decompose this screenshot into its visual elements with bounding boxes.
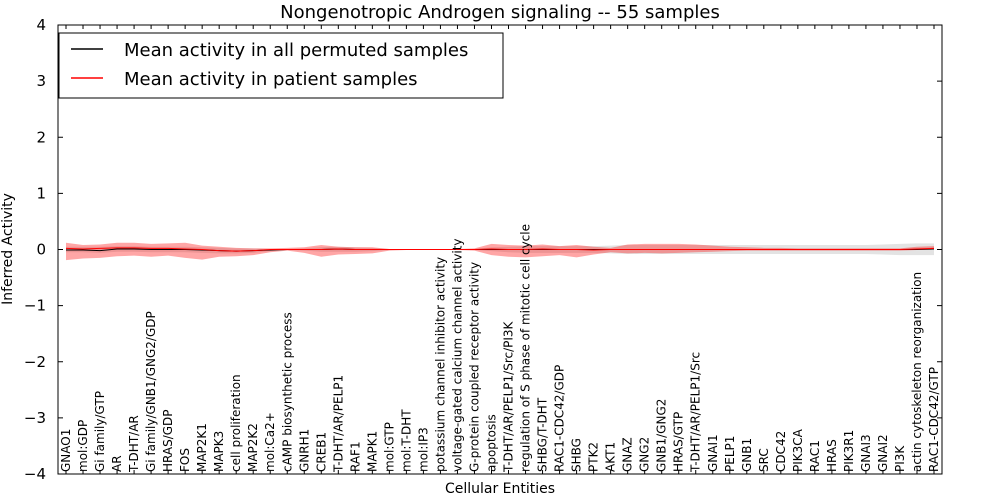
x-tick-label: T-DHT/AR/PELP1/Src [689, 352, 703, 473]
x-tick-label: G-protein coupled receptor activity [467, 262, 481, 472]
confidence-bands [66, 242, 934, 261]
x-tick-label: CDC42 [774, 431, 788, 472]
x-tick-label: MAP2K1 [195, 423, 209, 472]
x-tick-label: FOS [178, 448, 192, 472]
x-tick-label: PELP1 [723, 436, 737, 472]
x-tick-label: GNAZ [621, 437, 635, 472]
x-tick-label: T-DHT/AR/PELP1/Src/PI3K [502, 320, 516, 473]
x-tick-label: Gi family/GTP [93, 391, 107, 472]
y-axis: −4 −3 −2 −1 0 1 2 3 4 [24, 16, 942, 483]
x-tick-label: PI3K [893, 445, 907, 472]
x-tick-label: MAPK3 [212, 431, 226, 472]
y-axis-label: Inferred Activity [0, 193, 16, 305]
series-lines [65, 247, 935, 252]
x-tick-label: GNG2 [638, 437, 652, 472]
legend-frame [58, 32, 504, 99]
x-tick-label: PIK3R1 [842, 430, 856, 472]
x-tick-label: T-DHT/AR/PELP1 [331, 375, 345, 473]
x-tick-label: SHBG [570, 438, 584, 472]
y-tick-label: 4 [36, 16, 46, 34]
chart-title: Nongenotropic Androgen signaling -- 55 s… [280, 2, 720, 23]
x-tick-label: voltage-gated calcium channel activity [450, 238, 464, 472]
legend: Mean activity in all permuted samples Me… [58, 32, 504, 99]
y-tick-label: 1 [36, 184, 46, 202]
x-tick-label: PIK3CA [791, 428, 805, 472]
x-tick-label: potassium channel inhibitor activity [433, 257, 447, 472]
x-tick-label: GNB1 [740, 438, 754, 472]
x-tick-label: actin cytoskeleton reorganization [910, 272, 924, 472]
x-axis: GNAO1 mol:GDP Gi family/GTP AR T-DHT/AR Gi fa… [59, 25, 941, 474]
x-tick-label: HRAS [825, 439, 839, 472]
y-tick-label: −3 [24, 409, 46, 427]
x-tick-label: GNRH1 [297, 429, 311, 472]
legend-label-patient: Mean activity in patient samples [124, 69, 418, 90]
x-tick-label: regulation of S phase of mitotic cell cy… [519, 224, 533, 472]
x-tick-label: GNAI3 [859, 434, 873, 472]
x-tick-label: MAP2K2 [246, 423, 260, 472]
legend-label-permuted: Mean activity in all permuted samples [124, 40, 468, 61]
x-tick-label: Gi family/GNB1/GNG2/GDP [144, 311, 158, 472]
x-tick-label: PTK2 [587, 442, 601, 472]
y-tick-label: −4 [24, 465, 46, 483]
x-tick-label: mol:GDP [76, 420, 90, 472]
x-tick-label: GNAO1 [59, 429, 73, 472]
x-tick-label: HRAS/GDP [161, 409, 175, 472]
x-tick-label: AR [110, 455, 124, 472]
x-tick-label: apoptosis [484, 414, 498, 472]
y-tick-label: −2 [24, 353, 46, 371]
x-tick-label: MAPK1 [365, 431, 379, 472]
x-tick-label: GNB1/GNG2 [655, 399, 669, 472]
x-tick-label: RAC1-CDC42/GTP [927, 367, 941, 472]
x-axis-label: Cellular Entities [445, 481, 555, 497]
x-tick-label: SHBG/T-DHT [536, 397, 550, 472]
x-tick-label: T-DHT/AR [127, 415, 141, 473]
x-tick-label: RAC1-CDC42/GDP [553, 365, 567, 472]
x-tick-label: mol:T-DHT [399, 409, 413, 472]
x-tick-label: SRC [757, 448, 771, 472]
x-tick-label: mol:GTP [382, 422, 396, 472]
x-tick-label: AKT1 [604, 442, 618, 472]
x-tick-label: mol:Ca2+ [263, 412, 277, 472]
x-tick-label: RAC1 [808, 440, 822, 472]
y-tick-label: 2 [36, 128, 46, 146]
y-tick-label: 3 [36, 72, 46, 90]
line-patient [65, 247, 935, 252]
y-tick-label: 0 [36, 241, 46, 259]
x-tick-label: mol:IP3 [416, 427, 430, 472]
x-tick-label: HRAS/GTP [672, 412, 686, 472]
x-tick-label: cAMP biosynthetic process [280, 312, 294, 472]
band-patient [66, 242, 934, 261]
x-tick-label: cell proliferation [229, 374, 243, 472]
y-tick-label: −1 [24, 297, 46, 315]
x-tick-label: RAF1 [348, 441, 362, 472]
x-tick-label: GNAI2 [876, 434, 890, 472]
x-tick-label: CREB1 [314, 432, 328, 472]
x-tick-label: GNAI1 [706, 434, 720, 472]
